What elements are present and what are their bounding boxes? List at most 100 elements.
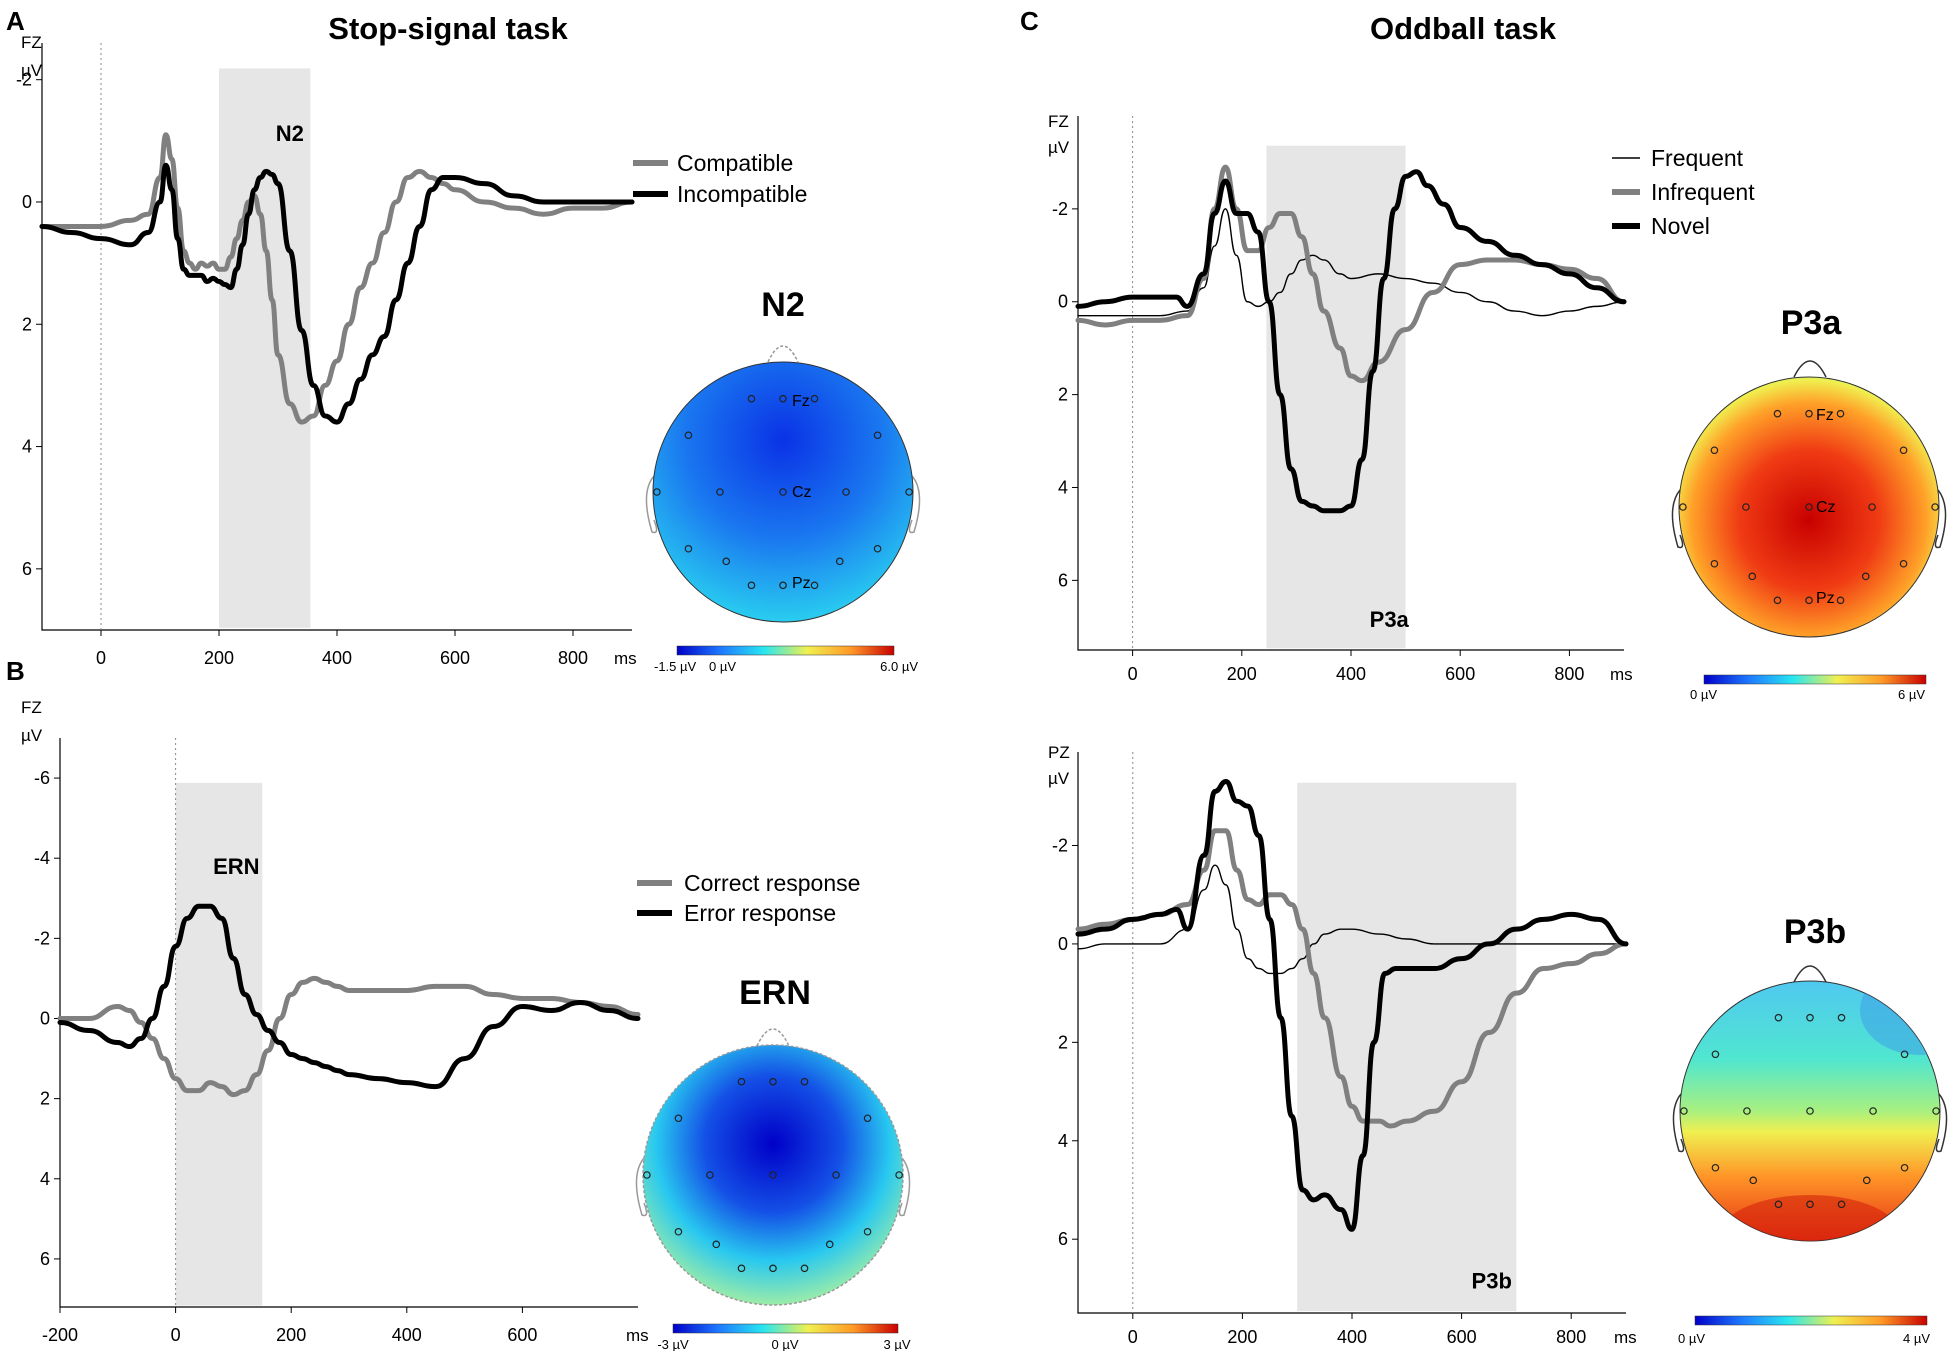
electrode-marker	[769, 1264, 777, 1273]
electrode-marker	[873, 544, 882, 553]
electrode-marker	[1774, 1013, 1783, 1022]
electrode-marker	[1711, 1050, 1720, 1059]
electrode-marker	[1900, 1163, 1909, 1172]
series-c1-novel	[1075, 169, 1627, 514]
y-tick-label: 0	[1058, 934, 1068, 954]
colorbar-n2-mid: 0 µV	[709, 659, 736, 674]
y-tick-label: -2	[34, 928, 50, 948]
electrode-marker	[1861, 572, 1870, 581]
y-tick-label: 6	[22, 559, 32, 579]
x-tick-label: 600	[507, 1325, 537, 1345]
electrode-marker	[1869, 1107, 1877, 1115]
topomap-n2: N2 Fz Cz Pz -1.5 µV 0 µV 6.0 µV	[645, 286, 921, 674]
topomap-ern-left-ear	[635, 1157, 648, 1217]
legend-b: Correct response Error response	[637, 870, 860, 926]
chart-c-oddball-fz: -2 0 2 4 6 0 200 400 600 800 ms FZ µV P3a	[1048, 112, 1633, 684]
electrode-marker	[712, 1240, 721, 1249]
topomap-ern-nose	[756, 1028, 790, 1047]
electrode-marker	[1862, 1176, 1871, 1185]
topomap-p3a-head	[1678, 376, 1940, 638]
channel-label: FZ	[1048, 112, 1069, 131]
electrode-marker	[800, 1264, 809, 1273]
component-label-a: N2	[276, 121, 304, 146]
electrode-marker	[769, 1077, 777, 1086]
series-c1-infrequent	[1075, 164, 1627, 384]
y-tick-label: 6	[1058, 1229, 1068, 1249]
electrode-marker	[1836, 409, 1845, 418]
x-tick-label: 600	[1445, 664, 1475, 684]
electrode-marker	[1931, 503, 1939, 511]
y-tick-label: -2	[16, 70, 32, 90]
chart-b-ern-fz: -6 -4 -2 0 2 4 6 -200 0 200 400 600 ms FZ µV ERN	[21, 698, 649, 1345]
topomap-p3b: P3b 0 µV 4 µV	[1672, 913, 1948, 1346]
channel-label: FZ	[21, 33, 42, 52]
colorbar-p3b-min: 0 µV	[1678, 1331, 1705, 1346]
y-tick-label: 0	[1058, 292, 1068, 312]
electrode-marker	[684, 544, 693, 553]
analysis-window-a	[219, 68, 311, 628]
electrode-marker	[1806, 1013, 1814, 1022]
x-tick-label: 400	[322, 648, 352, 668]
topomap-n2-left-ear	[645, 475, 658, 534]
electrode-marker	[1711, 1163, 1720, 1172]
electrode-marker	[1749, 1176, 1758, 1185]
topomap-p3a-pz: Pz	[1816, 590, 1835, 607]
electrode-marker	[1679, 503, 1687, 511]
electrode-marker	[873, 431, 882, 440]
electrode-marker	[842, 488, 850, 496]
topomap-n2-cz: Cz	[792, 484, 812, 501]
topomap-p3a-fz: Fz	[1816, 407, 1834, 424]
y-tick-label: 4	[22, 437, 32, 457]
y-tick-label: 2	[40, 1089, 50, 1109]
y-unit-label: µV	[1048, 138, 1070, 157]
colorbar-n2-min: -1.5 µV	[654, 659, 697, 674]
topomap-p3a-left-ear	[1671, 489, 1684, 549]
electrode-marker	[800, 1077, 809, 1086]
y-tick-label: 0	[40, 1008, 50, 1028]
colorbar-p3a-min: 0 µV	[1690, 687, 1717, 702]
electrode-marker	[722, 557, 731, 566]
y-tick-label: 2	[1058, 1032, 1068, 1052]
panel-letter-c: C	[1020, 6, 1039, 36]
electrode-marker	[1805, 409, 1813, 418]
topomap-n2-pz: Pz	[792, 575, 811, 592]
chart-a-stop-signal-fz: -2 0 2 4 6 0 200 400 600 800 ms FZ µV N2	[16, 33, 637, 668]
x-tick-label: 400	[1337, 1327, 1367, 1347]
electrode-marker	[1805, 596, 1813, 605]
topomap-n2-title: N2	[761, 286, 804, 324]
axes-c1	[1077, 116, 1624, 651]
topomap-ern-right-ear	[898, 1157, 911, 1217]
electrode-marker	[863, 1227, 872, 1236]
topomap-ern-title: ERN	[739, 974, 811, 1012]
x-tick-label: 800	[1556, 1327, 1586, 1347]
y-tick-label: 4	[1058, 477, 1068, 497]
electrode-marker	[1836, 596, 1845, 605]
x-tick-label: 200	[204, 648, 234, 668]
y-tick-label: 6	[40, 1249, 50, 1269]
x-tick-label: 400	[1336, 664, 1366, 684]
topomap-p3b-right-ear	[1935, 1093, 1948, 1153]
colorbar-ern-max: 3 µV	[883, 1337, 910, 1351]
electrode-marker	[684, 431, 693, 440]
series-a-incompatible	[39, 162, 635, 425]
y-tick-label: 2	[1058, 385, 1068, 405]
y-unit-label: µV	[1048, 769, 1070, 788]
component-label-c1: P3a	[1370, 607, 1410, 632]
electrode-marker	[895, 1171, 903, 1179]
x-tick-label: 200	[276, 1325, 306, 1345]
electrode-marker	[674, 1114, 683, 1123]
colorbar-p3b	[1694, 1315, 1928, 1326]
colorbar-ern	[672, 1323, 899, 1334]
electrode-marker	[643, 1171, 651, 1179]
x-tick-label: 0	[171, 1325, 181, 1345]
topomap-p3a-nose	[1793, 360, 1827, 378]
electrode-marker	[769, 1171, 777, 1179]
legend-b-error-label: Error response	[684, 900, 836, 926]
series-c2-novel	[1075, 779, 1629, 1232]
legend-c-infrequent-label: Infrequent	[1651, 179, 1755, 205]
electrode-marker	[747, 394, 756, 403]
electrode-marker	[863, 1114, 872, 1123]
topomap-p3b-title: P3b	[1784, 913, 1846, 951]
oddball-title: Oddball task	[1370, 11, 1557, 46]
electrode-marker	[1710, 446, 1719, 455]
